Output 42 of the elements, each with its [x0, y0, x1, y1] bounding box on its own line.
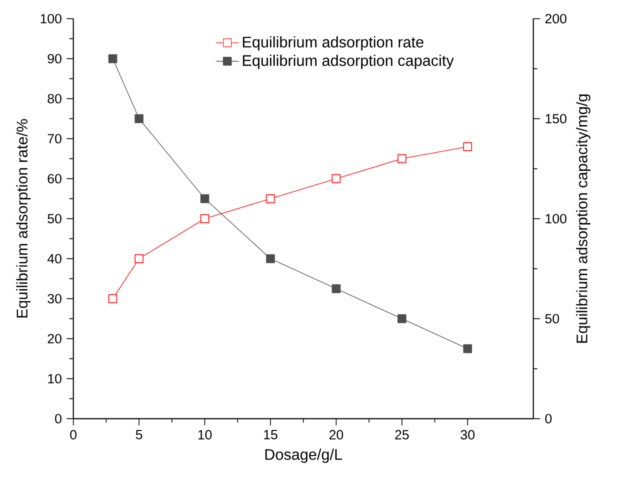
- point: [266, 254, 275, 264]
- y-tick-label: 60: [48, 174, 62, 184]
- y-tick-label: 10: [48, 374, 62, 384]
- y-axis-title: Equilibrium adsorption rate/%: [16, 119, 31, 318]
- point: [200, 214, 210, 224]
- x-tick-label: 10: [198, 430, 212, 440]
- point: [332, 174, 341, 184]
- point: [134, 254, 144, 264]
- y-tick-label: 20: [48, 334, 62, 344]
- x-tick-label: 20: [329, 430, 344, 440]
- point: [108, 54, 118, 64]
- x-tick-label: 15: [264, 430, 278, 440]
- y2-tick-label: 50: [545, 314, 560, 324]
- y-tick-label: 80: [48, 94, 62, 104]
- y-tick-label: 0: [55, 414, 62, 424]
- point: [332, 284, 341, 294]
- y-tick-label: 40: [47, 254, 62, 264]
- y-tick-label: 100: [40, 14, 62, 24]
- y-tick-label: 50: [48, 214, 62, 224]
- point: [266, 194, 275, 204]
- point: [398, 154, 406, 164]
- legend-label: Equilibrium adsorption capacity: [242, 54, 454, 69]
- x-tick-label: 30: [460, 430, 475, 440]
- y-tick-label: 90: [48, 54, 62, 64]
- x-tick-label: 25: [395, 430, 409, 440]
- point: [463, 344, 472, 354]
- legend-label: Equilibrium adsorption rate: [242, 36, 424, 51]
- point: [108, 294, 118, 304]
- y2-tick-label: 150: [546, 114, 566, 124]
- y-tick-label: 70: [48, 134, 62, 144]
- point: [134, 114, 144, 124]
- x-tick-label: 0: [70, 430, 77, 440]
- x-tick-label: 5: [136, 430, 142, 440]
- x-axis-title: Dosage/g/L: [265, 448, 342, 463]
- y2-tick-label: 100: [546, 214, 566, 224]
- y2-axis-title: Equilibrium adsorption capacity/mg/g: [576, 94, 590, 343]
- y2-tick-label: 200: [545, 14, 566, 24]
- point: [463, 142, 472, 152]
- point: [200, 194, 210, 204]
- y-tick-label: 30: [48, 294, 62, 304]
- point: [398, 314, 406, 324]
- y2-tick-label: 0: [545, 414, 552, 424]
